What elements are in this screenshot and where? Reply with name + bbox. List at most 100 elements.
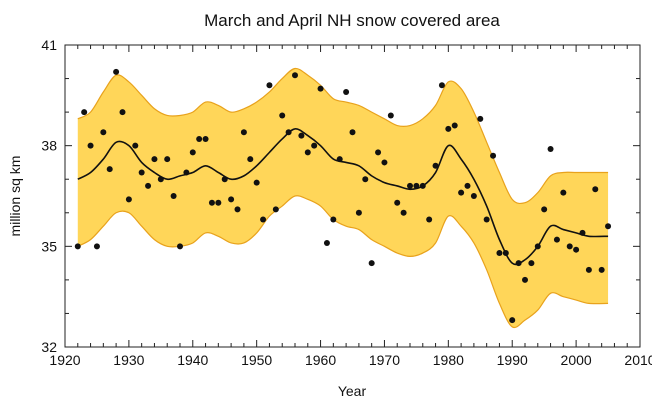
chart-title: March and April NH snow covered area <box>204 11 500 30</box>
x-tick-label: 1940 <box>177 352 208 368</box>
data-point <box>336 156 343 163</box>
data-point <box>81 109 88 116</box>
data-point <box>170 193 177 199</box>
data-point <box>208 199 215 206</box>
data-point <box>445 125 452 132</box>
x-tick-label: 1980 <box>433 352 464 368</box>
data-point <box>585 266 592 273</box>
plot-frame <box>64 44 641 348</box>
data-point <box>304 149 311 156</box>
data-point <box>145 182 152 189</box>
y-tick-label: 41 <box>41 37 57 53</box>
data-point <box>534 243 541 250</box>
data-point <box>407 182 413 189</box>
data-point <box>458 189 465 196</box>
x-tick-label: 2000 <box>561 352 592 368</box>
data-point <box>483 216 490 223</box>
data-point <box>183 169 190 176</box>
x-tick-label: 1930 <box>113 352 144 368</box>
x-tick-label: 2010 <box>624 352 652 368</box>
uncertainty-band <box>77 68 609 328</box>
data-point <box>240 129 247 136</box>
data-point <box>266 82 273 89</box>
data-point <box>260 216 267 223</box>
data-point <box>253 179 260 186</box>
data-point <box>528 260 535 267</box>
x-tick-label: 1970 <box>369 352 400 368</box>
data-point <box>432 162 439 169</box>
data-point <box>419 182 426 189</box>
band-lower-edge <box>77 195 609 329</box>
data-point <box>553 236 560 243</box>
data-point <box>113 68 120 75</box>
data-point <box>509 317 516 324</box>
data-point <box>438 82 445 89</box>
data-point <box>311 142 318 149</box>
plot-area: 1920 1930 1940 1950 1960 1970 1980 1990 2000 2010… <box>41 37 652 368</box>
data-point <box>106 166 113 173</box>
data-point <box>547 146 554 153</box>
data-point <box>560 189 567 196</box>
data-point <box>202 135 209 142</box>
x-tick-label: 1960 <box>305 352 336 368</box>
data-point <box>368 260 375 267</box>
data-point <box>234 206 241 213</box>
data-point <box>157 176 164 183</box>
y-tick-label: 38 <box>41 138 57 154</box>
data-point <box>177 243 183 250</box>
data-point <box>215 199 222 206</box>
data-point <box>362 176 369 183</box>
data-point <box>426 216 433 223</box>
data-point <box>451 122 458 129</box>
data-point <box>285 129 292 136</box>
y-tick-label: 35 <box>41 238 57 254</box>
y-tick-label: 32 <box>41 339 57 355</box>
data-point <box>605 223 612 230</box>
data-point <box>394 199 401 206</box>
data-point <box>598 266 605 273</box>
data-point <box>490 152 497 159</box>
data-point <box>119 109 126 116</box>
data-point <box>164 156 171 163</box>
data-point <box>566 243 573 250</box>
data-point <box>579 229 586 236</box>
data-point <box>138 169 145 176</box>
data-point <box>330 216 337 223</box>
data-point <box>292 72 298 79</box>
data-point <box>541 206 548 213</box>
data-point <box>515 260 522 267</box>
data-point <box>522 276 528 283</box>
x-tick-label: 1920 <box>49 352 80 368</box>
data-point <box>477 115 484 122</box>
data-point <box>400 209 407 216</box>
data-point <box>375 149 382 156</box>
data-point <box>573 246 580 253</box>
data-point <box>502 250 509 257</box>
data-point <box>125 196 132 203</box>
y-axis-label: million sq km <box>7 156 23 237</box>
data-point <box>349 129 356 136</box>
data-point <box>323 239 330 246</box>
data-point <box>464 182 471 189</box>
data-point <box>355 209 362 216</box>
data-point <box>93 243 100 250</box>
x-tick-label: 1950 <box>241 352 272 368</box>
data-point <box>272 206 279 213</box>
data-point <box>228 196 235 203</box>
data-point <box>413 182 420 189</box>
data-point <box>100 129 107 136</box>
data-point <box>298 132 305 139</box>
data-point <box>151 156 158 163</box>
data-point <box>381 159 388 166</box>
data-point <box>189 149 196 156</box>
data-point <box>496 250 503 257</box>
data-point <box>317 85 324 92</box>
data-point <box>279 112 286 119</box>
data-point <box>196 135 203 142</box>
x-axis-label: Year <box>338 383 367 399</box>
data-point <box>470 193 477 199</box>
band-upper-edge <box>77 67 609 205</box>
data-point <box>132 142 139 149</box>
